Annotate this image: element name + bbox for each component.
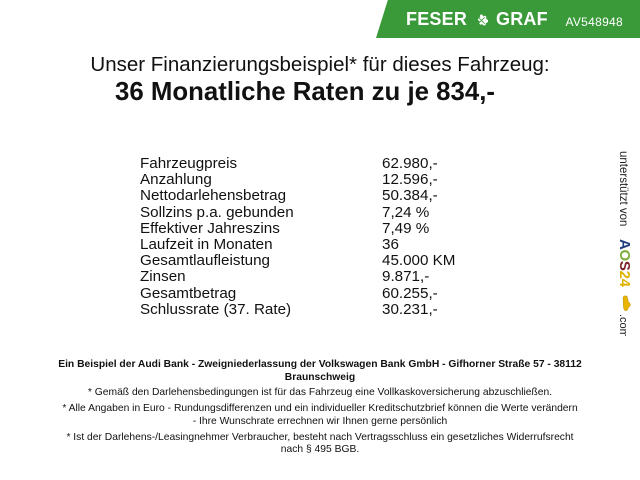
svg-text:AOS24: AOS24	[616, 239, 633, 288]
svg-text:unterstützt von: unterstützt von	[617, 151, 629, 226]
svg-text:.com: .com	[617, 314, 629, 336]
